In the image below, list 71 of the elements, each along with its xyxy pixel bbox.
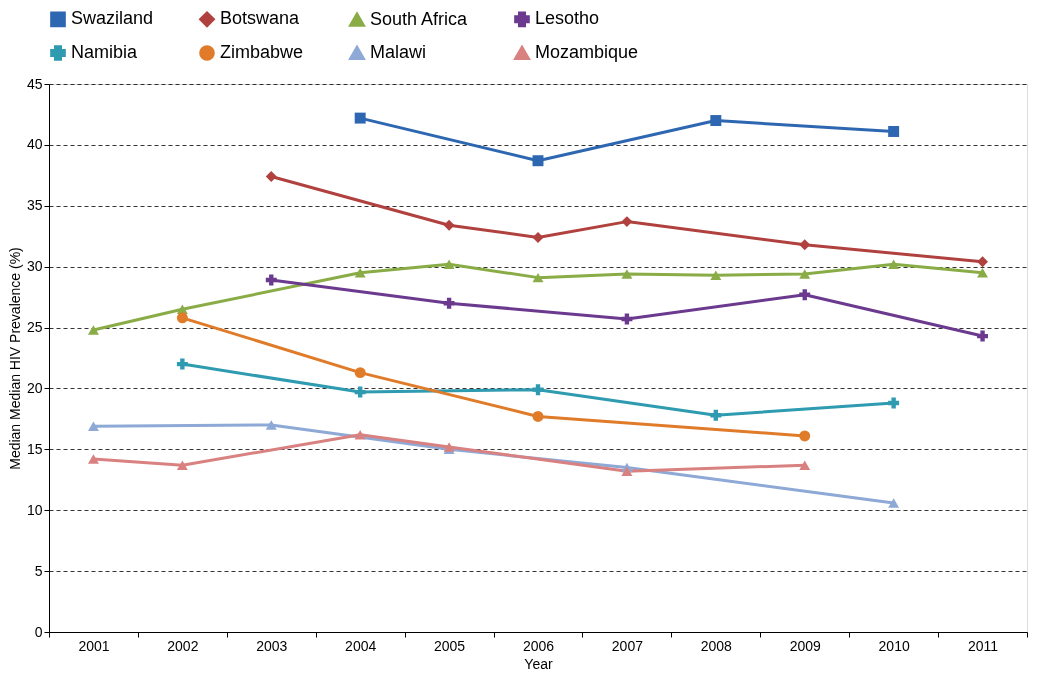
y-axis-title: Median Median HIV Prevalence (%) bbox=[6, 247, 23, 470]
point bbox=[888, 498, 900, 508]
y-tick-label: 40 bbox=[26, 136, 43, 153]
point bbox=[799, 289, 811, 301]
x-tick-label: 2004 bbox=[345, 637, 377, 654]
legend-label: Mozambique bbox=[535, 42, 639, 62]
x-tick-label: 2011 bbox=[967, 637, 999, 654]
x-tick-label: 2002 bbox=[167, 637, 199, 654]
point bbox=[977, 256, 989, 268]
x-axis-title: Year bbox=[524, 655, 553, 672]
point bbox=[87, 421, 99, 431]
point bbox=[621, 466, 633, 476]
y-tick-label: 25 bbox=[26, 319, 43, 336]
x-tick-label: 2007 bbox=[611, 637, 644, 654]
y-tick-label: 35 bbox=[26, 197, 43, 214]
legend-label: Namibia bbox=[71, 42, 139, 62]
point bbox=[354, 429, 366, 440]
point bbox=[888, 126, 900, 137]
point bbox=[265, 274, 277, 286]
y-tick-label: 15 bbox=[26, 440, 43, 457]
point bbox=[354, 386, 366, 398]
point bbox=[87, 454, 99, 464]
point bbox=[176, 312, 188, 324]
x-tick-label: 2003 bbox=[256, 637, 288, 654]
point bbox=[977, 330, 989, 342]
y-tick-label: 20 bbox=[26, 379, 43, 396]
point bbox=[443, 259, 455, 269]
y-tick-label: 10 bbox=[26, 501, 43, 518]
x-tick-label: 2006 bbox=[522, 637, 555, 654]
point bbox=[265, 420, 277, 430]
point bbox=[799, 239, 811, 251]
y-tick-label: 0 bbox=[34, 623, 43, 640]
point bbox=[354, 367, 366, 379]
point bbox=[265, 171, 277, 183]
legend-label: Lesotho bbox=[535, 8, 600, 29]
point bbox=[888, 397, 900, 409]
x-tick-label: 2010 bbox=[878, 637, 910, 654]
point bbox=[888, 259, 900, 269]
point bbox=[532, 155, 544, 167]
x-tick-label: 2005 bbox=[434, 637, 466, 654]
point bbox=[710, 270, 722, 280]
legend-label: Zimbabwe bbox=[220, 42, 304, 62]
point bbox=[532, 272, 544, 283]
legend-label: South Africa bbox=[370, 8, 469, 29]
x-tick-label: 2001 bbox=[78, 637, 110, 654]
y-tick-label: 45 bbox=[26, 75, 43, 92]
point bbox=[87, 325, 99, 335]
point bbox=[799, 460, 811, 470]
point bbox=[443, 297, 455, 309]
legend-label: Malawi bbox=[370, 42, 427, 62]
point bbox=[621, 269, 633, 279]
point bbox=[621, 216, 633, 228]
point bbox=[532, 384, 544, 396]
point bbox=[621, 313, 633, 325]
legend-label: Swaziland bbox=[71, 8, 154, 29]
point bbox=[799, 269, 811, 279]
point bbox=[176, 460, 188, 470]
point bbox=[443, 219, 455, 231]
legend-label: Botswana bbox=[220, 8, 301, 29]
point bbox=[354, 268, 366, 278]
x-tick-label: 2008 bbox=[700, 637, 733, 654]
y-tick-label: 30 bbox=[26, 258, 43, 275]
y-tick-label: 5 bbox=[34, 562, 43, 579]
point bbox=[710, 115, 722, 127]
point bbox=[532, 231, 544, 243]
point bbox=[799, 430, 811, 442]
x-tick-label: 2009 bbox=[789, 637, 822, 654]
point bbox=[176, 358, 188, 370]
point bbox=[354, 112, 366, 124]
point bbox=[710, 409, 722, 421]
point bbox=[532, 410, 544, 422]
